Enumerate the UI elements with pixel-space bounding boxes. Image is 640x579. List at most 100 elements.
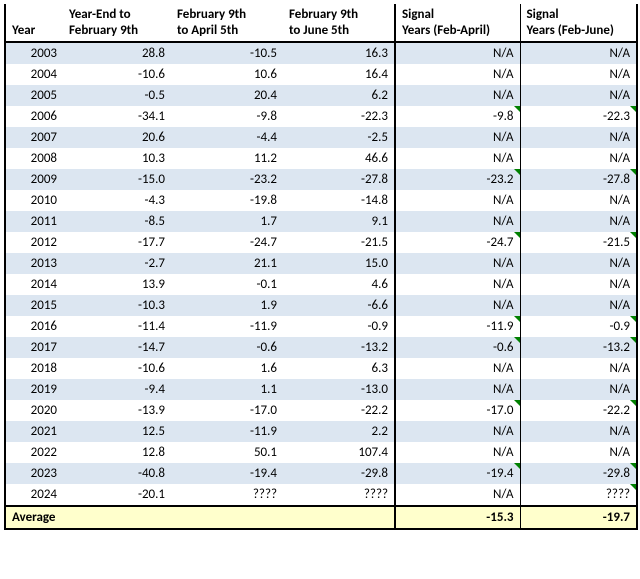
cell-year-end-feb9: 20.6	[63, 127, 171, 148]
cell-signal-feb-apr: N/A	[395, 211, 520, 232]
cell-signal-feb-jun: N/A	[520, 148, 637, 169]
table-row: 2020-13.9-17.0-22.2-17.0-22.2	[5, 400, 637, 421]
cell-signal-feb-jun: -29.8	[520, 463, 637, 484]
cell-feb9-jun5: -13.0	[283, 379, 395, 400]
cell-year-end-feb9: -10.6	[63, 64, 171, 85]
cell-feb9-apr5: 1.9	[171, 295, 283, 316]
cell-year-end-feb9: -20.1	[63, 484, 171, 506]
cell-signal-feb-jun: N/A	[520, 211, 637, 232]
cell-year-end-feb9: -11.4	[63, 316, 171, 337]
table-row: 2012-17.7-24.7-21.5-24.7-21.5	[5, 232, 637, 253]
cell-signal-feb-jun: -22.3	[520, 106, 637, 127]
cell-year: 2012	[5, 232, 63, 253]
table-row: 2017-14.7-0.6-13.2-0.6-13.2	[5, 337, 637, 358]
cell-feb9-jun5: -13.2	[283, 337, 395, 358]
cell-year-end-feb9: -34.1	[63, 106, 171, 127]
cell-feb9-apr5: 1.6	[171, 358, 283, 379]
cell-feb9-jun5: -21.5	[283, 232, 395, 253]
cell-signal-feb-jun: N/A	[520, 253, 637, 274]
cell-feb9-apr5: 10.6	[171, 64, 283, 85]
cell-signal-feb-apr: N/A	[395, 127, 520, 148]
cell-feb9-jun5: 4.6	[283, 274, 395, 295]
cell-signal-feb-jun: N/A	[520, 42, 637, 64]
footer-avg-feb-apr: -15.3	[395, 506, 520, 529]
cell-year: 2005	[5, 85, 63, 106]
col-feb9-jun5: February 9th to June 5th	[283, 4, 395, 42]
cell-year: 2013	[5, 253, 63, 274]
footer-c1	[63, 506, 171, 529]
cell-year-end-feb9: -15.0	[63, 169, 171, 190]
cell-year: 2009	[5, 169, 63, 190]
cell-year: 2010	[5, 190, 63, 211]
cell-feb9-apr5: -0.1	[171, 274, 283, 295]
cell-feb9-apr5: 1.1	[171, 379, 283, 400]
cell-signal-feb-apr: N/A	[395, 190, 520, 211]
cell-signal-feb-jun: N/A	[520, 421, 637, 442]
cell-feb9-jun5: 6.2	[283, 85, 395, 106]
cell-feb9-apr5: -23.2	[171, 169, 283, 190]
cell-feb9-jun5: -22.3	[283, 106, 395, 127]
cell-feb9-jun5: 2.2	[283, 421, 395, 442]
table-footer: Average -15.3 -19.7	[5, 506, 637, 529]
table-row: 2011-8.51.79.1N/AN/A	[5, 211, 637, 232]
cell-year-end-feb9: -13.9	[63, 400, 171, 421]
table-body: 200328.8-10.516.3N/AN/A2004-10.610.616.4…	[5, 42, 637, 506]
table-row: 2018-10.61.66.3N/AN/A	[5, 358, 637, 379]
cell-year-end-feb9: 13.9	[63, 274, 171, 295]
table-row: 2005-0.520.46.2N/AN/A	[5, 85, 637, 106]
cell-feb9-jun5: 16.4	[283, 64, 395, 85]
cell-year-end-feb9: -8.5	[63, 211, 171, 232]
cell-year: 2003	[5, 42, 63, 64]
cell-year-end-feb9: -40.8	[63, 463, 171, 484]
footer-c2	[171, 506, 283, 529]
cell-year-end-feb9: -9.4	[63, 379, 171, 400]
cell-year: 2015	[5, 295, 63, 316]
table-row: 2006-34.1-9.8-22.3-9.8-22.3	[5, 106, 637, 127]
cell-signal-feb-apr: -9.8	[395, 106, 520, 127]
cell-year: 2016	[5, 316, 63, 337]
cell-year: 2019	[5, 379, 63, 400]
cell-signal-feb-apr: N/A	[395, 484, 520, 506]
table-row: 202112.5-11.92.2N/AN/A	[5, 421, 637, 442]
cell-signal-feb-jun: -0.9	[520, 316, 637, 337]
table-header: Year Year-End to February 9th February 9…	[5, 4, 637, 42]
footer-label: Average	[5, 506, 63, 529]
cell-year-end-feb9: -2.7	[63, 253, 171, 274]
cell-feb9-apr5: -4.4	[171, 127, 283, 148]
cell-feb9-jun5: -29.8	[283, 463, 395, 484]
cell-signal-feb-jun: N/A	[520, 442, 637, 463]
cell-signal-feb-jun: N/A	[520, 127, 637, 148]
cell-year: 2023	[5, 463, 63, 484]
cell-feb9-jun5: 107.4	[283, 442, 395, 463]
table-row: 2015-10.31.9-6.6N/AN/A	[5, 295, 637, 316]
cell-signal-feb-apr: N/A	[395, 274, 520, 295]
cell-signal-feb-apr: N/A	[395, 421, 520, 442]
cell-year-end-feb9: -4.3	[63, 190, 171, 211]
cell-signal-feb-jun: N/A	[520, 64, 637, 85]
cell-feb9-jun5: -22.2	[283, 400, 395, 421]
cell-feb9-jun5: 16.3	[283, 42, 395, 64]
cell-year: 2022	[5, 442, 63, 463]
table-row: 2016-11.4-11.9-0.9-11.9-0.9	[5, 316, 637, 337]
cell-feb9-apr5: ????	[171, 484, 283, 506]
cell-feb9-apr5: -19.4	[171, 463, 283, 484]
cell-feb9-apr5: 1.7	[171, 211, 283, 232]
table-row: 2019-9.41.1-13.0N/AN/A	[5, 379, 637, 400]
cell-signal-feb-jun: -22.2	[520, 400, 637, 421]
cell-feb9-jun5: 9.1	[283, 211, 395, 232]
cell-feb9-apr5: 50.1	[171, 442, 283, 463]
cell-year-end-feb9: -10.6	[63, 358, 171, 379]
col-year-end-feb9: Year-End to February 9th	[63, 4, 171, 42]
cell-signal-feb-jun: N/A	[520, 190, 637, 211]
cell-feb9-apr5: -19.8	[171, 190, 283, 211]
cell-feb9-apr5: -9.8	[171, 106, 283, 127]
cell-signal-feb-jun: ????	[520, 484, 637, 506]
cell-feb9-jun5: -2.5	[283, 127, 395, 148]
cell-signal-feb-apr: N/A	[395, 379, 520, 400]
table-row: 2009-15.0-23.2-27.8-23.2-27.8	[5, 169, 637, 190]
table-row: 2013-2.721.115.0N/AN/A	[5, 253, 637, 274]
cell-signal-feb-jun: -21.5	[520, 232, 637, 253]
cell-signal-feb-apr: -17.0	[395, 400, 520, 421]
cell-feb9-apr5: 21.1	[171, 253, 283, 274]
cell-year-end-feb9: 28.8	[63, 42, 171, 64]
